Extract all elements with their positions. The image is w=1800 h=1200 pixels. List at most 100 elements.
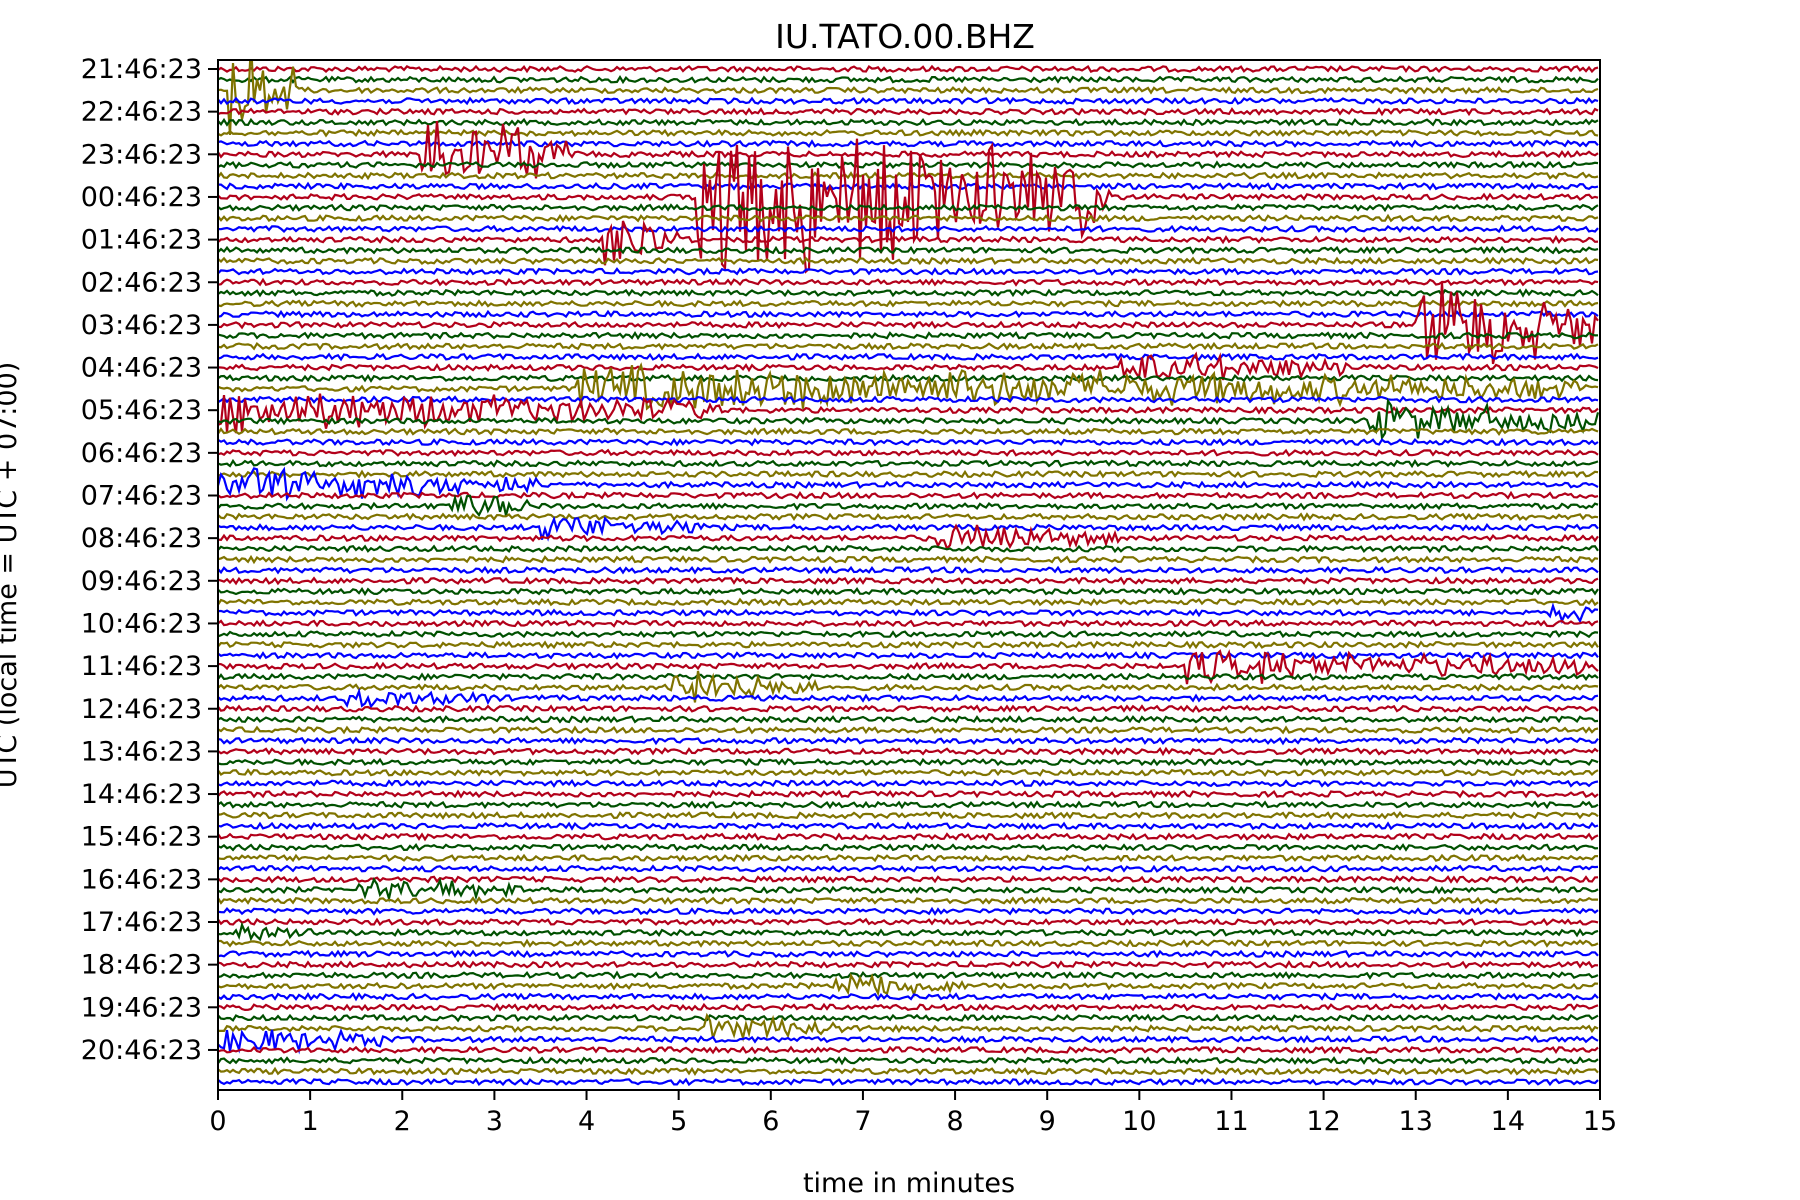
x-tick-group: 0 1 2 3 4 5 6 7 8 9 10 11 12 13 14 15 [209, 1090, 1617, 1137]
x-tick-label: 6 [762, 1106, 779, 1137]
seismogram-trace [218, 117, 1599, 127]
x-tick-label: 15 [1583, 1106, 1617, 1137]
seismogram-trace [218, 330, 1599, 341]
x-tick-label: 2 [394, 1106, 411, 1137]
y-tick-label: 20:46:23 [81, 1035, 202, 1066]
seismogram-trace [218, 1002, 1599, 1012]
seismogram-trace [218, 619, 1599, 628]
y-tick-label: 09:46:23 [81, 566, 202, 597]
seismogram-trace [218, 288, 1599, 298]
seismogram-trace [218, 640, 1599, 650]
seismogram-trace [218, 362, 1599, 411]
seismogram-trace [218, 725, 1599, 735]
seismogram-trace [218, 810, 1599, 820]
y-tick-group: 21:46:23 22:46:23 23:46:23 00:46:23 01:46:23… [81, 54, 218, 1066]
trace-group [218, 60, 1600, 1087]
y-tick-label: 10:46:23 [81, 608, 202, 639]
seismogram-trace [218, 576, 1599, 586]
seismogram-trace [218, 687, 1599, 709]
seismogram-trace [218, 597, 1599, 607]
y-tick-label: 03:46:23 [81, 310, 202, 341]
seismogram-trace [218, 1077, 1599, 1087]
x-axis-label: time in minutes [803, 1168, 1015, 1199]
seismogram-trace [218, 992, 1599, 1002]
y-tick-label: 15:46:23 [81, 822, 202, 853]
seismogram-trace [218, 960, 1599, 969]
x-tick-label: 10 [1122, 1106, 1156, 1137]
seismogram-trace [218, 466, 1599, 502]
x-tick-label: 7 [854, 1106, 871, 1137]
seismogram-trace [218, 896, 1598, 905]
x-tick-label: 11 [1214, 1106, 1248, 1137]
seismogram-trace [218, 448, 1599, 458]
y-tick-label: 14:46:23 [81, 779, 202, 810]
seismogram-trace [218, 602, 1599, 624]
seismogram-trace [218, 1066, 1599, 1076]
seismogram-trace [218, 864, 1599, 873]
y-tick-label: 19:46:23 [81, 992, 202, 1023]
seismogram-trace [218, 704, 1599, 714]
seismogram-trace [218, 96, 1599, 106]
y-tick-label: 07:46:23 [81, 481, 202, 512]
seismogram-trace [218, 181, 1599, 191]
seismogram-trace [218, 171, 1599, 181]
seismogram-trace [218, 128, 1599, 138]
seismogram-trace [218, 64, 1599, 74]
seismogram-trace [218, 670, 1599, 703]
seismogram-trace [218, 138, 1599, 274]
seismogram-trace [218, 515, 1599, 542]
x-tick-label: 13 [1399, 1106, 1433, 1137]
y-tick-label: 01:46:23 [81, 225, 202, 256]
seismogram-trace [218, 352, 1599, 362]
x-tick-label: 3 [486, 1106, 503, 1137]
y-tick-label: 21:46:23 [81, 54, 202, 85]
seismogram-trace [218, 586, 1599, 597]
seismogram-trace [218, 203, 1599, 213]
y-tick-label: 18:46:23 [81, 950, 202, 981]
seismogram-trace [218, 107, 1599, 117]
seismogram-trace [218, 736, 1599, 746]
seismogram-trace [218, 427, 1599, 437]
seismogram-trace [218, 972, 1599, 998]
seismogram-trace [218, 490, 1599, 500]
seismogram-trace [218, 853, 1599, 863]
seismogram-trace [218, 672, 1599, 682]
seismogram-trace [218, 351, 1599, 381]
seismogram-trace [218, 309, 1599, 319]
x-tick-label: 12 [1306, 1106, 1340, 1137]
seismogram-trace [218, 917, 1599, 927]
seismogram-trace [218, 224, 1599, 234]
seismogram-trace [218, 768, 1599, 778]
seismogram-trace [218, 800, 1599, 810]
y-tick-label: 22:46:23 [81, 97, 202, 128]
x-tick-label: 1 [302, 1106, 319, 1137]
seismogram-trace [218, 629, 1599, 639]
seismogram-trace [218, 437, 1599, 447]
seismogram-trace [218, 395, 1599, 404]
y-tick-label: 12:46:23 [81, 694, 202, 725]
x-tick-label: 5 [670, 1106, 687, 1137]
seismogram-trace [218, 282, 1599, 365]
x-tick-label: 8 [946, 1106, 963, 1137]
seismogram-trace [218, 74, 1599, 85]
seismogram-trace [218, 60, 1599, 135]
seismogram-trace [218, 256, 1599, 266]
seismogram-trace [218, 821, 1599, 831]
seismogram-trace [218, 277, 1599, 287]
seismogram-trace [218, 874, 1599, 884]
seismogram-trace [218, 1027, 1599, 1055]
seismogram-trace [218, 523, 1599, 551]
seismogram-trace [218, 757, 1599, 767]
seismogram-trace [218, 512, 1599, 522]
seismogram-trace [218, 373, 1599, 383]
y-tick-label: 13:46:23 [81, 736, 202, 767]
seismogram-trace [218, 139, 1599, 148]
seismogram-trace [218, 213, 1599, 223]
seismogram-trace [218, 779, 1599, 788]
y-tick-label: 23:46:23 [81, 139, 202, 170]
seismogram-trace [218, 393, 1599, 434]
seismogram-trace [218, 219, 1599, 266]
y-tick-label: 05:46:23 [81, 395, 202, 426]
x-tick-label: 0 [209, 1106, 226, 1137]
seismogram-trace [218, 970, 1599, 980]
